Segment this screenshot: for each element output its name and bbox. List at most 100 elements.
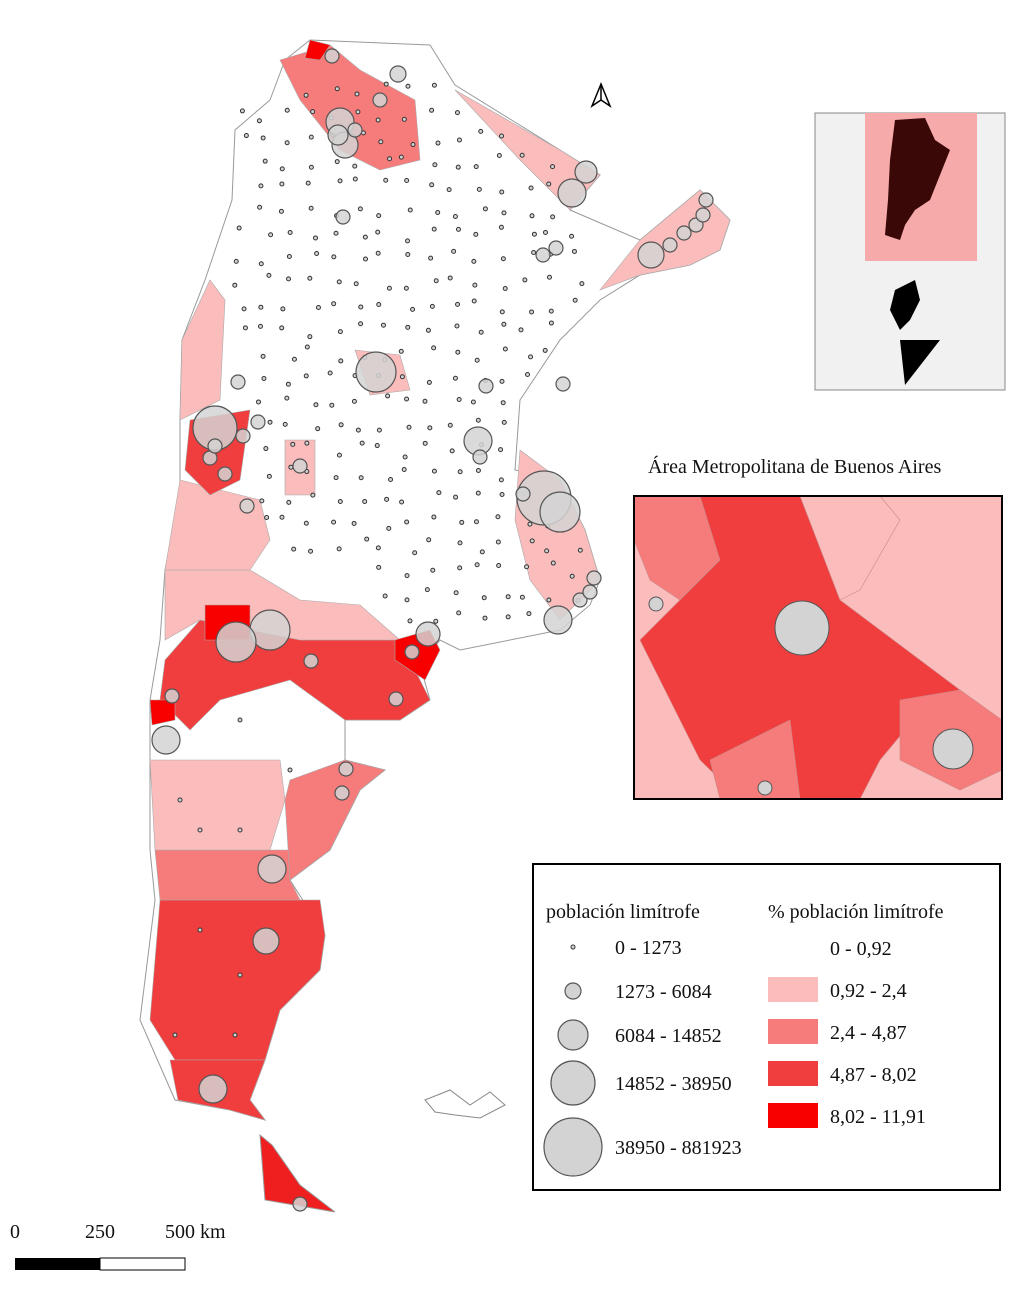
dot [334, 86, 340, 92]
dot [498, 477, 504, 483]
dot [470, 399, 476, 405]
dot [266, 272, 272, 278]
scale-label: 250 [85, 1221, 115, 1243]
dot [315, 305, 321, 311]
dot [435, 140, 441, 146]
dot [542, 229, 548, 235]
locator-map [814, 112, 1006, 391]
dot [282, 421, 288, 427]
dot [436, 490, 442, 496]
population-circle [535, 247, 551, 263]
dot [495, 539, 501, 545]
dot [546, 181, 552, 187]
malvinas [424, 1089, 506, 1119]
dot [278, 208, 284, 214]
dot [474, 562, 480, 568]
dot [499, 133, 505, 139]
dot [495, 514, 501, 520]
dot [284, 395, 290, 401]
dot [454, 323, 460, 329]
dot [386, 525, 392, 531]
dot [405, 238, 411, 244]
population-circle [303, 653, 319, 669]
dot [383, 177, 389, 183]
dot [579, 281, 585, 287]
dot [338, 422, 344, 428]
dot [502, 346, 508, 352]
dot [451, 248, 457, 254]
dot [435, 209, 441, 215]
dot [329, 402, 335, 408]
dot [243, 133, 249, 139]
dot [279, 181, 285, 187]
dot [529, 538, 535, 544]
dot [336, 452, 342, 458]
population-circle [586, 570, 602, 586]
dot [410, 306, 416, 312]
population-circle [335, 209, 351, 225]
population-circle [215, 621, 257, 663]
dot [428, 255, 434, 261]
population-circle [404, 644, 420, 660]
population-circle [151, 725, 181, 755]
dot [351, 398, 357, 404]
dot [241, 306, 247, 312]
small-circles [172, 81, 585, 1038]
dot [376, 301, 382, 307]
dot [429, 182, 435, 188]
dot [308, 134, 314, 140]
legend-symbol [557, 1019, 589, 1051]
dot [473, 231, 479, 237]
population-circle [637, 241, 665, 269]
dot [498, 447, 504, 453]
dot [471, 258, 477, 264]
dot [383, 81, 389, 87]
dot [258, 304, 264, 310]
dot [353, 281, 359, 287]
dot [197, 927, 203, 933]
dot [447, 422, 453, 428]
dot [266, 473, 272, 479]
dot [401, 116, 407, 122]
dot [475, 490, 481, 496]
dot [459, 519, 465, 525]
dot [431, 345, 437, 351]
legend-label: 0 - 0,92 [830, 938, 892, 960]
dot [375, 545, 381, 551]
population-circle [250, 414, 266, 430]
population-circle [388, 691, 404, 707]
dot [313, 402, 319, 408]
dot [177, 797, 183, 803]
dot [307, 334, 313, 340]
dot [405, 252, 411, 258]
dot [352, 163, 358, 169]
population-circle [543, 605, 573, 635]
dot [405, 324, 411, 330]
dot [482, 206, 488, 212]
dot [422, 440, 428, 446]
dot [286, 499, 292, 505]
dot [522, 277, 528, 283]
dot [384, 496, 390, 502]
dot [526, 611, 532, 617]
dot [279, 166, 285, 172]
dot [305, 180, 311, 186]
legend-title: % población limítrofe [768, 901, 944, 923]
dot [531, 231, 537, 237]
legend-label: 0,92 - 2,4 [830, 980, 907, 1002]
scale-label: 500 km [165, 1221, 226, 1243]
dot [496, 563, 502, 569]
legend-label: 1273 - 6084 [615, 981, 712, 1003]
country-map [139, 39, 731, 1213]
dot [255, 399, 261, 405]
dot [426, 379, 432, 385]
dot [262, 158, 268, 164]
dot [286, 254, 292, 260]
dot [336, 546, 342, 552]
dot [449, 448, 455, 454]
dot [407, 207, 413, 213]
dot [364, 536, 370, 542]
dot [375, 229, 381, 235]
dot [285, 381, 291, 387]
dot [388, 477, 394, 483]
